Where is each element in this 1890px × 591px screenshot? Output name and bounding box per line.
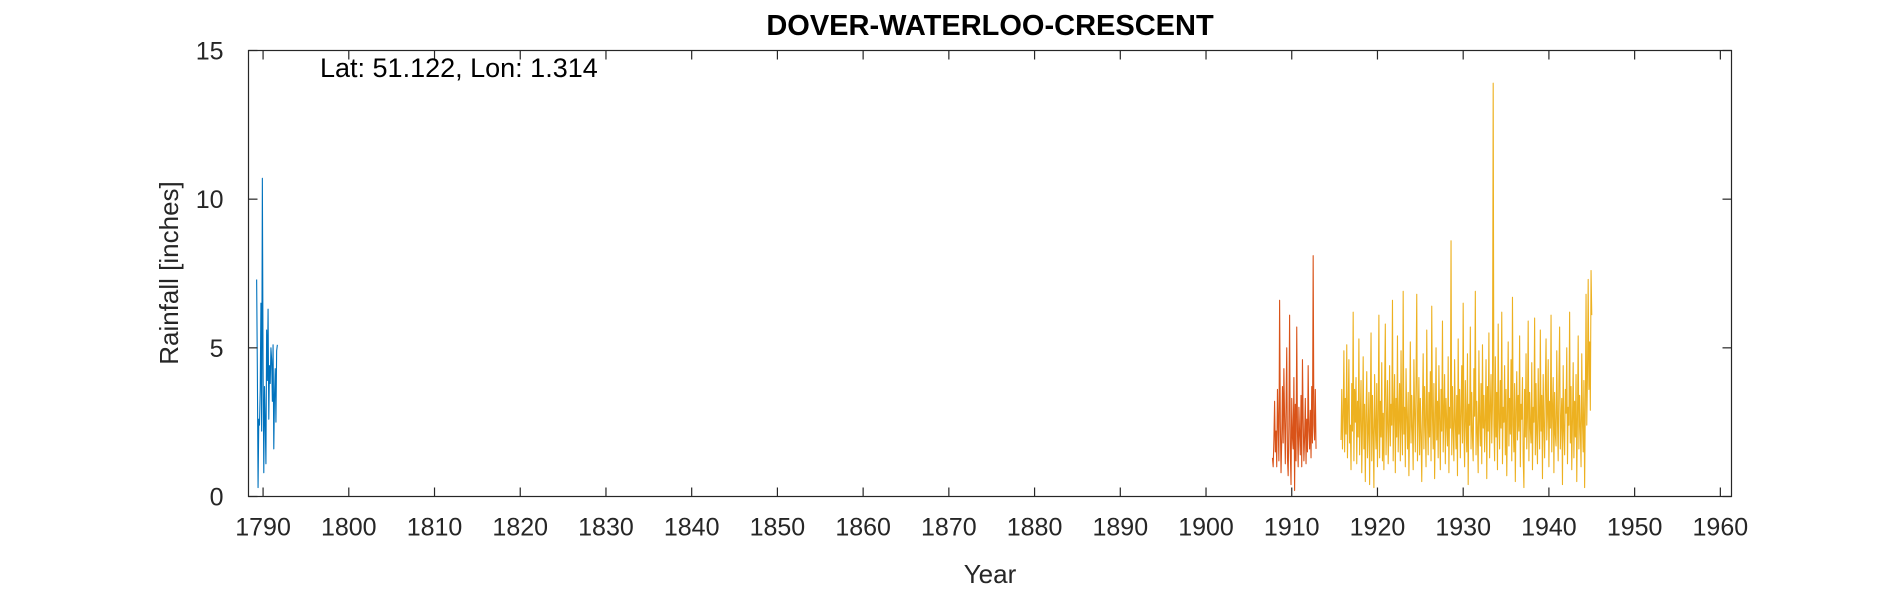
tick-label-layer: 1790 1800 1810 1820 1830 1840 1850 1860 1870 1880…	[196, 38, 1748, 542]
x-tick-label: 1870	[921, 514, 977, 542]
x-tick-label: 1880	[1007, 514, 1063, 542]
x-tick-label: 1810	[407, 514, 463, 542]
x-tick-label: 1910	[1264, 514, 1320, 542]
y-axis-title: Rainfall [inches]	[154, 181, 184, 365]
x-tick-label: 1950	[1607, 514, 1663, 542]
x-tick-label: 1920	[1350, 514, 1406, 542]
x-tick-label: 1940	[1521, 514, 1577, 542]
x-tick-label: 1840	[664, 514, 720, 542]
rainfall-series-1	[256, 177, 278, 489]
rainfall-series-2	[1271, 255, 1317, 492]
rainfall-series-3	[1340, 82, 1593, 489]
x-tick-label: 1790	[235, 514, 291, 542]
y-tick-label: 5	[210, 335, 224, 363]
y-tick-label: 0	[210, 484, 224, 512]
x-tick-label: 1900	[1178, 514, 1234, 542]
x-tick-label: 1850	[750, 514, 806, 542]
chart-title: DOVER-WATERLOO-CRESCENT	[766, 10, 1214, 42]
x-tick-label: 1860	[835, 514, 891, 542]
series-layer	[256, 82, 1593, 492]
y-tick-label: 10	[196, 186, 224, 214]
x-tick-label: 1830	[578, 514, 634, 542]
x-tick-label: 1960	[1693, 514, 1749, 542]
x-tick-label: 1930	[1435, 514, 1491, 542]
x-axis-title: Year	[964, 559, 1017, 589]
tick-layer	[248, 49, 1732, 498]
x-tick-label: 1820	[492, 514, 548, 542]
y-tick-label: 15	[196, 38, 224, 66]
x-tick-label: 1800	[321, 514, 377, 542]
location-annotation: Lat: 51.122, Lon: 1.314	[320, 53, 598, 83]
x-tick-label: 1890	[1092, 514, 1148, 542]
